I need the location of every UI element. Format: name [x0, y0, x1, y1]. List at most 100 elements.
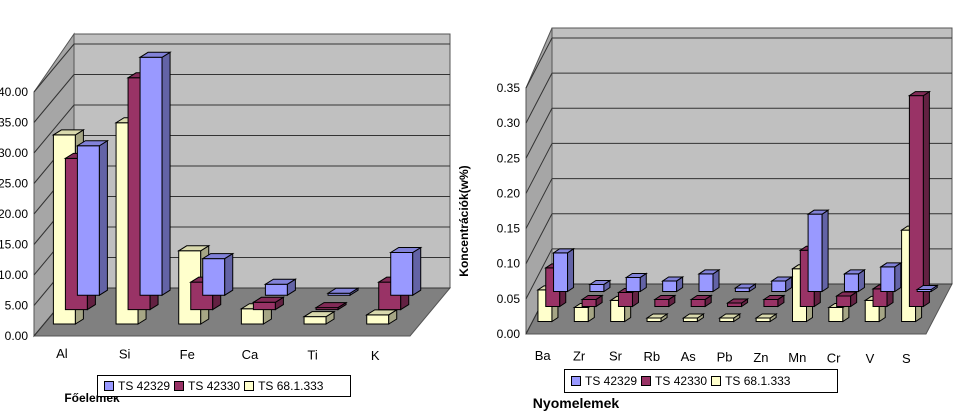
bar-3-As: [682, 317, 698, 322]
bar-top: [200, 253, 235, 260]
y-tick-label: 0.25: [497, 151, 521, 165]
bar-top: [51, 129, 86, 136]
x-category-label: Si: [119, 346, 131, 361]
x-category-label: S: [902, 351, 911, 366]
x-category-label: Zr: [573, 348, 586, 363]
legend-swatch-series-3: [244, 381, 255, 391]
bar-3-Cr: [828, 306, 844, 322]
bar-2-Cr: [836, 295, 852, 307]
bar-top: [314, 302, 348, 309]
bar-2-Sr: [617, 291, 633, 307]
bar-top: [762, 294, 786, 300]
legend-swatch-series-3: [711, 376, 722, 386]
bar-1-Rb: [662, 280, 678, 292]
bar-1-Zr: [589, 283, 605, 292]
gridline-side: [33, 43, 75, 93]
y-tick-label: 40.00: [0, 85, 28, 99]
bar-2-As: [690, 298, 706, 307]
legend-swatch-series-1: [571, 376, 581, 386]
bar-1-Sr: [625, 276, 641, 292]
legend-item-series-1: TS 42329: [104, 379, 170, 393]
legend-label-series-1: TS 42329: [118, 379, 171, 393]
bar-side: [922, 90, 930, 308]
legend-label-series-2: TS 42330: [188, 379, 241, 393]
gridline-side: [525, 143, 553, 194]
bar-top: [645, 313, 669, 319]
bar-2-Rb: [654, 298, 670, 307]
x-category-label: Fe: [180, 347, 195, 362]
x-axis-title: Nyomelemek: [533, 395, 620, 411]
gridline-side: [525, 178, 553, 229]
legend-item-series-2: TS 42330: [174, 379, 240, 393]
back-wall: [551, 27, 953, 285]
gridline-side: [525, 248, 553, 300]
bar-3-Zn: [755, 317, 771, 322]
bar-side: [412, 246, 422, 297]
gridline-side: [525, 72, 553, 124]
x-category-label: Rb: [644, 349, 661, 364]
bar-top: [388, 247, 423, 253]
bar-top: [681, 313, 706, 319]
y-tick-label: 0.15: [497, 222, 521, 236]
x-category-label: Sr: [609, 349, 623, 364]
y-axis-title: Koncentrációk(w%): [457, 165, 471, 276]
bar-3-Rb: [646, 317, 662, 322]
y-tick-label: 15.00: [0, 238, 28, 252]
bar-side: [894, 261, 902, 293]
x-category-label: Ba: [535, 348, 552, 363]
bar-top: [624, 272, 648, 278]
x-category-label: Ti: [307, 348, 317, 363]
bar-side: [161, 51, 171, 297]
bar-2-Zn: [763, 298, 779, 307]
bar-top: [251, 296, 286, 303]
bar-3-Ti: [303, 316, 327, 325]
bar-top: [689, 294, 713, 300]
y-tick-label: 30.00: [0, 146, 28, 160]
legend-item-series-2: TS 42330: [641, 374, 707, 388]
bar-2-S: [908, 95, 924, 307]
bar-top: [138, 51, 172, 58]
x-category-label: Mn: [788, 350, 806, 365]
y-tick-label: 0.20: [497, 186, 521, 200]
legend-main-elements: TS 42329 TS 42330 TS 68.1.333: [97, 375, 351, 397]
legend-swatch-series-1: [104, 381, 114, 391]
bar-top: [915, 285, 939, 290]
gridline-side: [525, 213, 553, 264]
bar-1-Si: [139, 56, 163, 296]
y-tick-label: 0.00: [497, 327, 521, 341]
legend-swatch-series-2: [641, 376, 652, 386]
legend-item-series-3: TS 68.1.333: [244, 379, 323, 393]
bar-top: [660, 276, 685, 282]
bar-top: [770, 276, 794, 282]
gridline-side: [33, 74, 75, 123]
bar-top: [697, 269, 721, 275]
bar-1-Fe: [202, 258, 226, 296]
chart-main-elements: 0.00 5.00 10.00 15.00 20.00 25.00 30.00 35.00 40…: [0, 32, 452, 405]
legend-trace-elements: TS 42329 TS 42330 TS 68.1.333: [564, 369, 838, 393]
x-category-label: Ca: [242, 347, 259, 362]
bar-top: [75, 140, 110, 147]
y-tick-label: 10.00: [0, 268, 28, 282]
bar-top: [588, 279, 612, 285]
bar-3-K: [366, 314, 390, 325]
bar-top: [907, 91, 932, 97]
bar-top: [653, 294, 677, 300]
y-tick-label: 25.00: [0, 177, 28, 191]
legend-label-series-3: TS 68.1.333: [725, 374, 791, 388]
x-category-label: Cr: [827, 350, 841, 365]
bar-2-Ca: [252, 301, 276, 311]
bar-1-Pb: [734, 287, 750, 292]
bar-2-Zr: [581, 298, 597, 307]
bar-top: [879, 262, 903, 268]
bar-top: [326, 287, 360, 294]
y-tick-label: 0.05: [497, 292, 521, 306]
y-tick-label: 0.00: [5, 329, 29, 343]
bar-1-V: [880, 266, 896, 292]
bar-1-K: [390, 252, 414, 296]
bar-top: [806, 209, 830, 215]
bar-top: [754, 313, 778, 319]
bar-side: [567, 247, 575, 293]
gridline-side: [525, 108, 553, 159]
bar-top: [302, 311, 336, 318]
